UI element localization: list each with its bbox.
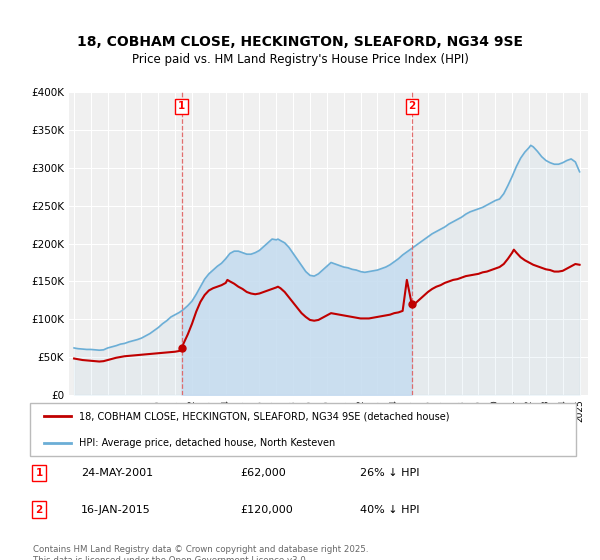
Text: Contains HM Land Registry data © Crown copyright and database right 2025.
This d: Contains HM Land Registry data © Crown c… <box>33 545 368 560</box>
Text: 18, COBHAM CLOSE, HECKINGTON, SLEAFORD, NG34 9SE (detached house): 18, COBHAM CLOSE, HECKINGTON, SLEAFORD, … <box>79 412 449 422</box>
Text: 26% ↓ HPI: 26% ↓ HPI <box>360 468 419 478</box>
Text: 2: 2 <box>408 101 415 111</box>
Text: 16-JAN-2015: 16-JAN-2015 <box>81 505 151 515</box>
Text: 1: 1 <box>178 101 185 111</box>
Text: 40% ↓ HPI: 40% ↓ HPI <box>360 505 419 515</box>
Text: 2: 2 <box>35 505 43 515</box>
Text: £62,000: £62,000 <box>240 468 286 478</box>
Text: HPI: Average price, detached house, North Kesteven: HPI: Average price, detached house, Nort… <box>79 438 335 448</box>
Text: £120,000: £120,000 <box>240 505 293 515</box>
Text: Price paid vs. HM Land Registry's House Price Index (HPI): Price paid vs. HM Land Registry's House … <box>131 53 469 67</box>
Text: 1: 1 <box>35 468 43 478</box>
FancyBboxPatch shape <box>30 403 576 456</box>
Text: 24-MAY-2001: 24-MAY-2001 <box>81 468 153 478</box>
Text: 18, COBHAM CLOSE, HECKINGTON, SLEAFORD, NG34 9SE: 18, COBHAM CLOSE, HECKINGTON, SLEAFORD, … <box>77 35 523 49</box>
